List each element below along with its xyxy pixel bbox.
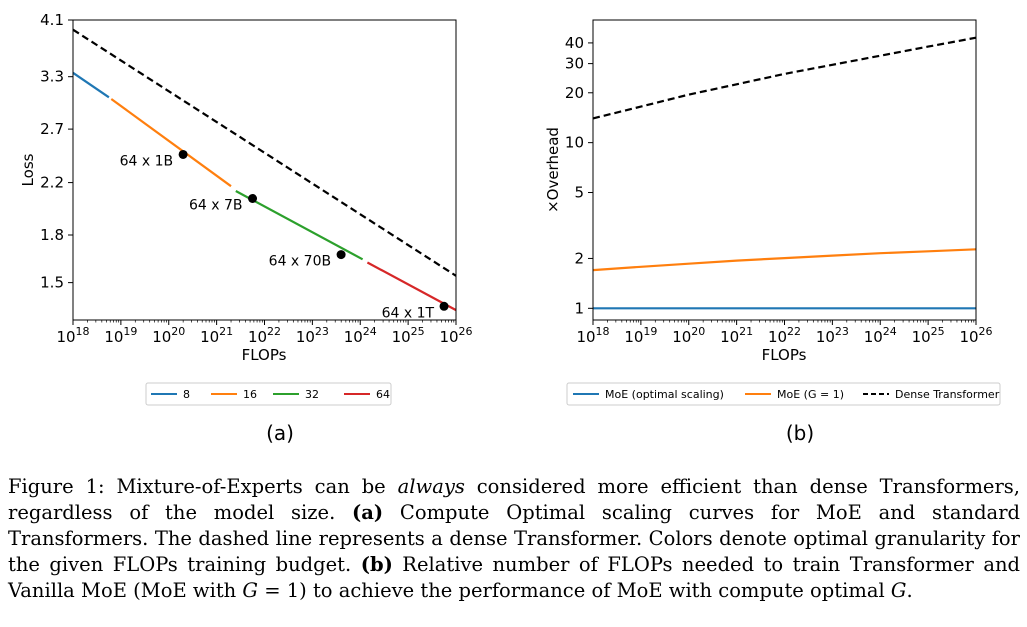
- panel-b-y-ticks: 1 2 5 10 20 30 40: [565, 34, 593, 317]
- panel-b-x-label: FLOPs: [762, 346, 807, 364]
- data-point: [439, 301, 449, 311]
- data-point-label: 64 x 70B: [269, 254, 331, 270]
- data-point-label: 64 x 1B: [120, 153, 174, 169]
- panel-b-legend: MoE (optimal scaling) MoE (G = 1) Dense Tr…: [566, 382, 1001, 406]
- series-line-32: [235, 190, 364, 261]
- series-line-16: [110, 98, 232, 188]
- panel-b-frame: [592, 19, 977, 321]
- panel-a-x-label: FLOPs: [242, 346, 287, 364]
- series-line-dense-transformer: [72, 28, 457, 277]
- y-tick-label: 20: [565, 84, 584, 102]
- legend-label: 16: [243, 388, 257, 401]
- x-tick-label: 1026: [439, 325, 472, 346]
- series-line-64: [366, 261, 457, 312]
- x-tick-label: 1023: [816, 325, 849, 346]
- x-tick-label: 1019: [624, 325, 657, 346]
- x-tick-label: 1021: [720, 325, 753, 346]
- x-tick-label: 1025: [912, 325, 945, 346]
- legend-label: 64: [376, 388, 390, 401]
- x-tick-label: 1019: [104, 325, 137, 346]
- y-tick-label: 10: [565, 134, 584, 152]
- panel-a-points: 64 x 1B 64 x 7B 64 x 70B 64 x 1T: [120, 149, 449, 321]
- y-tick-label: 2: [574, 249, 584, 267]
- data-point-label: 64 x 7B: [189, 198, 243, 214]
- data-point: [178, 149, 188, 159]
- x-tick-label: 1018: [56, 325, 89, 346]
- panel-a-legend: 8 16 32 64: [145, 382, 392, 406]
- legend-label: 8: [183, 388, 190, 401]
- y-tick-label: 5: [574, 184, 584, 202]
- x-tick-label: 1026: [959, 325, 992, 346]
- y-tick-label: 30: [565, 55, 584, 73]
- x-tick-label: 1022: [768, 325, 801, 346]
- data-point: [336, 250, 346, 260]
- panel-a-label: (a): [266, 421, 294, 445]
- x-tick-label: 1024: [864, 325, 897, 346]
- panel-b-series: [592, 36, 977, 310]
- panel-b: 1018 1019 1020 1021 1022 1023 1024 1025 1026 125…: [544, 19, 1001, 445]
- panel-b-label: (b): [786, 421, 814, 445]
- panel-b-x-ticks: 1018 1019 1020 1021 1022 1023 1024 1025 1026: [576, 320, 993, 346]
- x-tick-label: 1024: [344, 325, 377, 346]
- data-point-label: 64 x 1T: [382, 305, 435, 321]
- y-tick-label: 4.1: [40, 11, 64, 29]
- y-tick-label: 1.5: [40, 274, 64, 292]
- y-tick-label: 2.7: [40, 120, 64, 138]
- y-tick-label: 3.3: [40, 68, 64, 86]
- x-tick-label: 1025: [392, 325, 425, 346]
- figure-caption: Figure 1: Mixture-of-Experts can be alwa…: [8, 475, 1020, 602]
- legend-label: MoE (G = 1): [777, 388, 844, 401]
- legend-label: 32: [305, 388, 319, 401]
- x-tick-label: 1021: [200, 325, 233, 346]
- y-tick-label: 1: [574, 299, 584, 317]
- x-tick-label: 1018: [576, 325, 609, 346]
- x-tick-label: 1023: [296, 325, 329, 346]
- panel-a-series: [72, 28, 457, 312]
- panel-b-y-label: ×Overhead: [544, 127, 562, 213]
- series-line-moe-g-1-: [592, 248, 977, 272]
- y-tick-label: 1.8: [40, 226, 64, 244]
- panel-a-x-ticks: 1018 1019 1020 1021 1022 1023 1024 1025 1026: [56, 320, 473, 346]
- x-tick-label: 1022: [248, 325, 281, 346]
- panel-a-y-ticks: 1.5 1.8 2.2 2.7 3.3 4.1: [40, 11, 73, 292]
- x-tick-label: 1020: [152, 325, 185, 346]
- x-tick-label: 1020: [672, 325, 705, 346]
- panel-a-frame: [72, 19, 457, 321]
- y-tick-label: 40: [565, 34, 584, 52]
- y-tick-label: 2.2: [40, 174, 64, 192]
- series-line-8: [72, 71, 110, 99]
- data-point: [248, 194, 258, 204]
- legend-label: MoE (optimal scaling): [605, 388, 724, 401]
- legend-label: Dense Transformer: [895, 388, 1000, 401]
- series-line-dense-transformer: [592, 36, 977, 120]
- panel-a-y-label: Loss: [19, 153, 37, 186]
